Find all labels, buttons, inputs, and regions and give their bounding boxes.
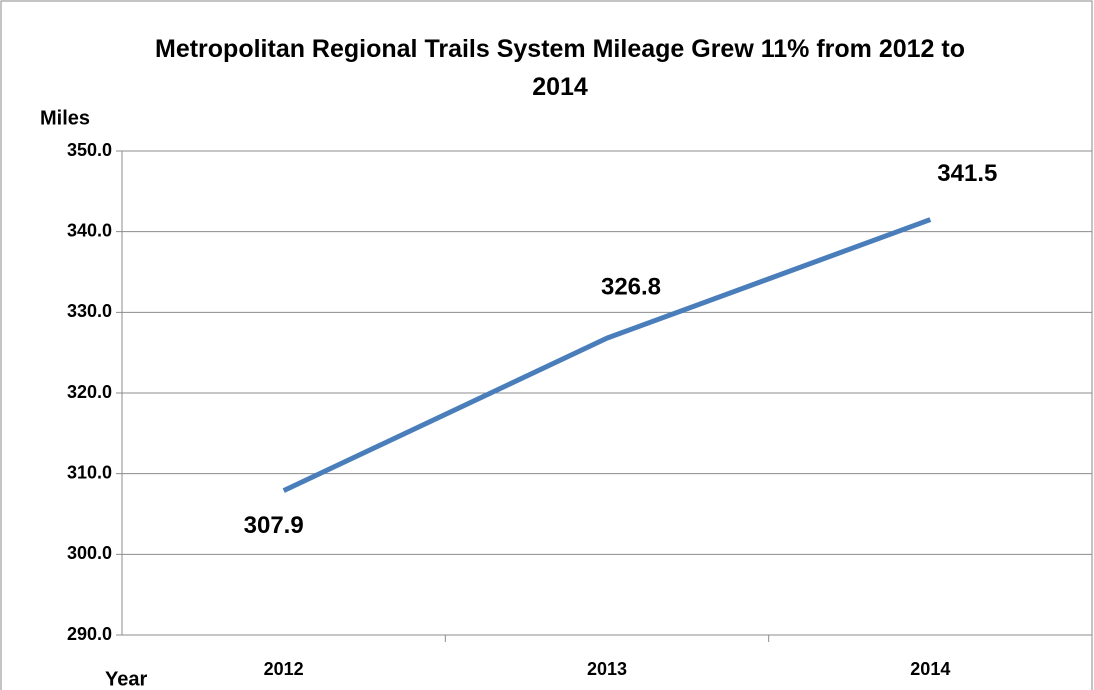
y-tick-label: 320.0: [67, 382, 112, 402]
y-tick-label: 290.0: [67, 624, 112, 644]
data-label: 326.8: [601, 273, 661, 300]
x-axis-label: Year: [105, 668, 147, 690]
y-tick-label: 350.0: [67, 140, 112, 160]
chart-title: Metropolitan Regional Trails System Mile…: [155, 35, 965, 101]
data-line: [282, 217, 932, 493]
y-tick-label: 300.0: [67, 543, 112, 563]
x-tick-label: 2014: [910, 659, 950, 679]
y-tick-label: 310.0: [67, 462, 112, 482]
data-label: 341.5: [937, 160, 997, 187]
y-axis-label: Miles: [40, 107, 90, 129]
data-label: 307.9: [244, 512, 304, 539]
x-tick-label: 2013: [587, 659, 627, 679]
y-tick-label: 340.0: [67, 220, 112, 240]
y-tick-label: 330.0: [67, 301, 112, 321]
x-tick-label: 2012: [264, 659, 304, 679]
